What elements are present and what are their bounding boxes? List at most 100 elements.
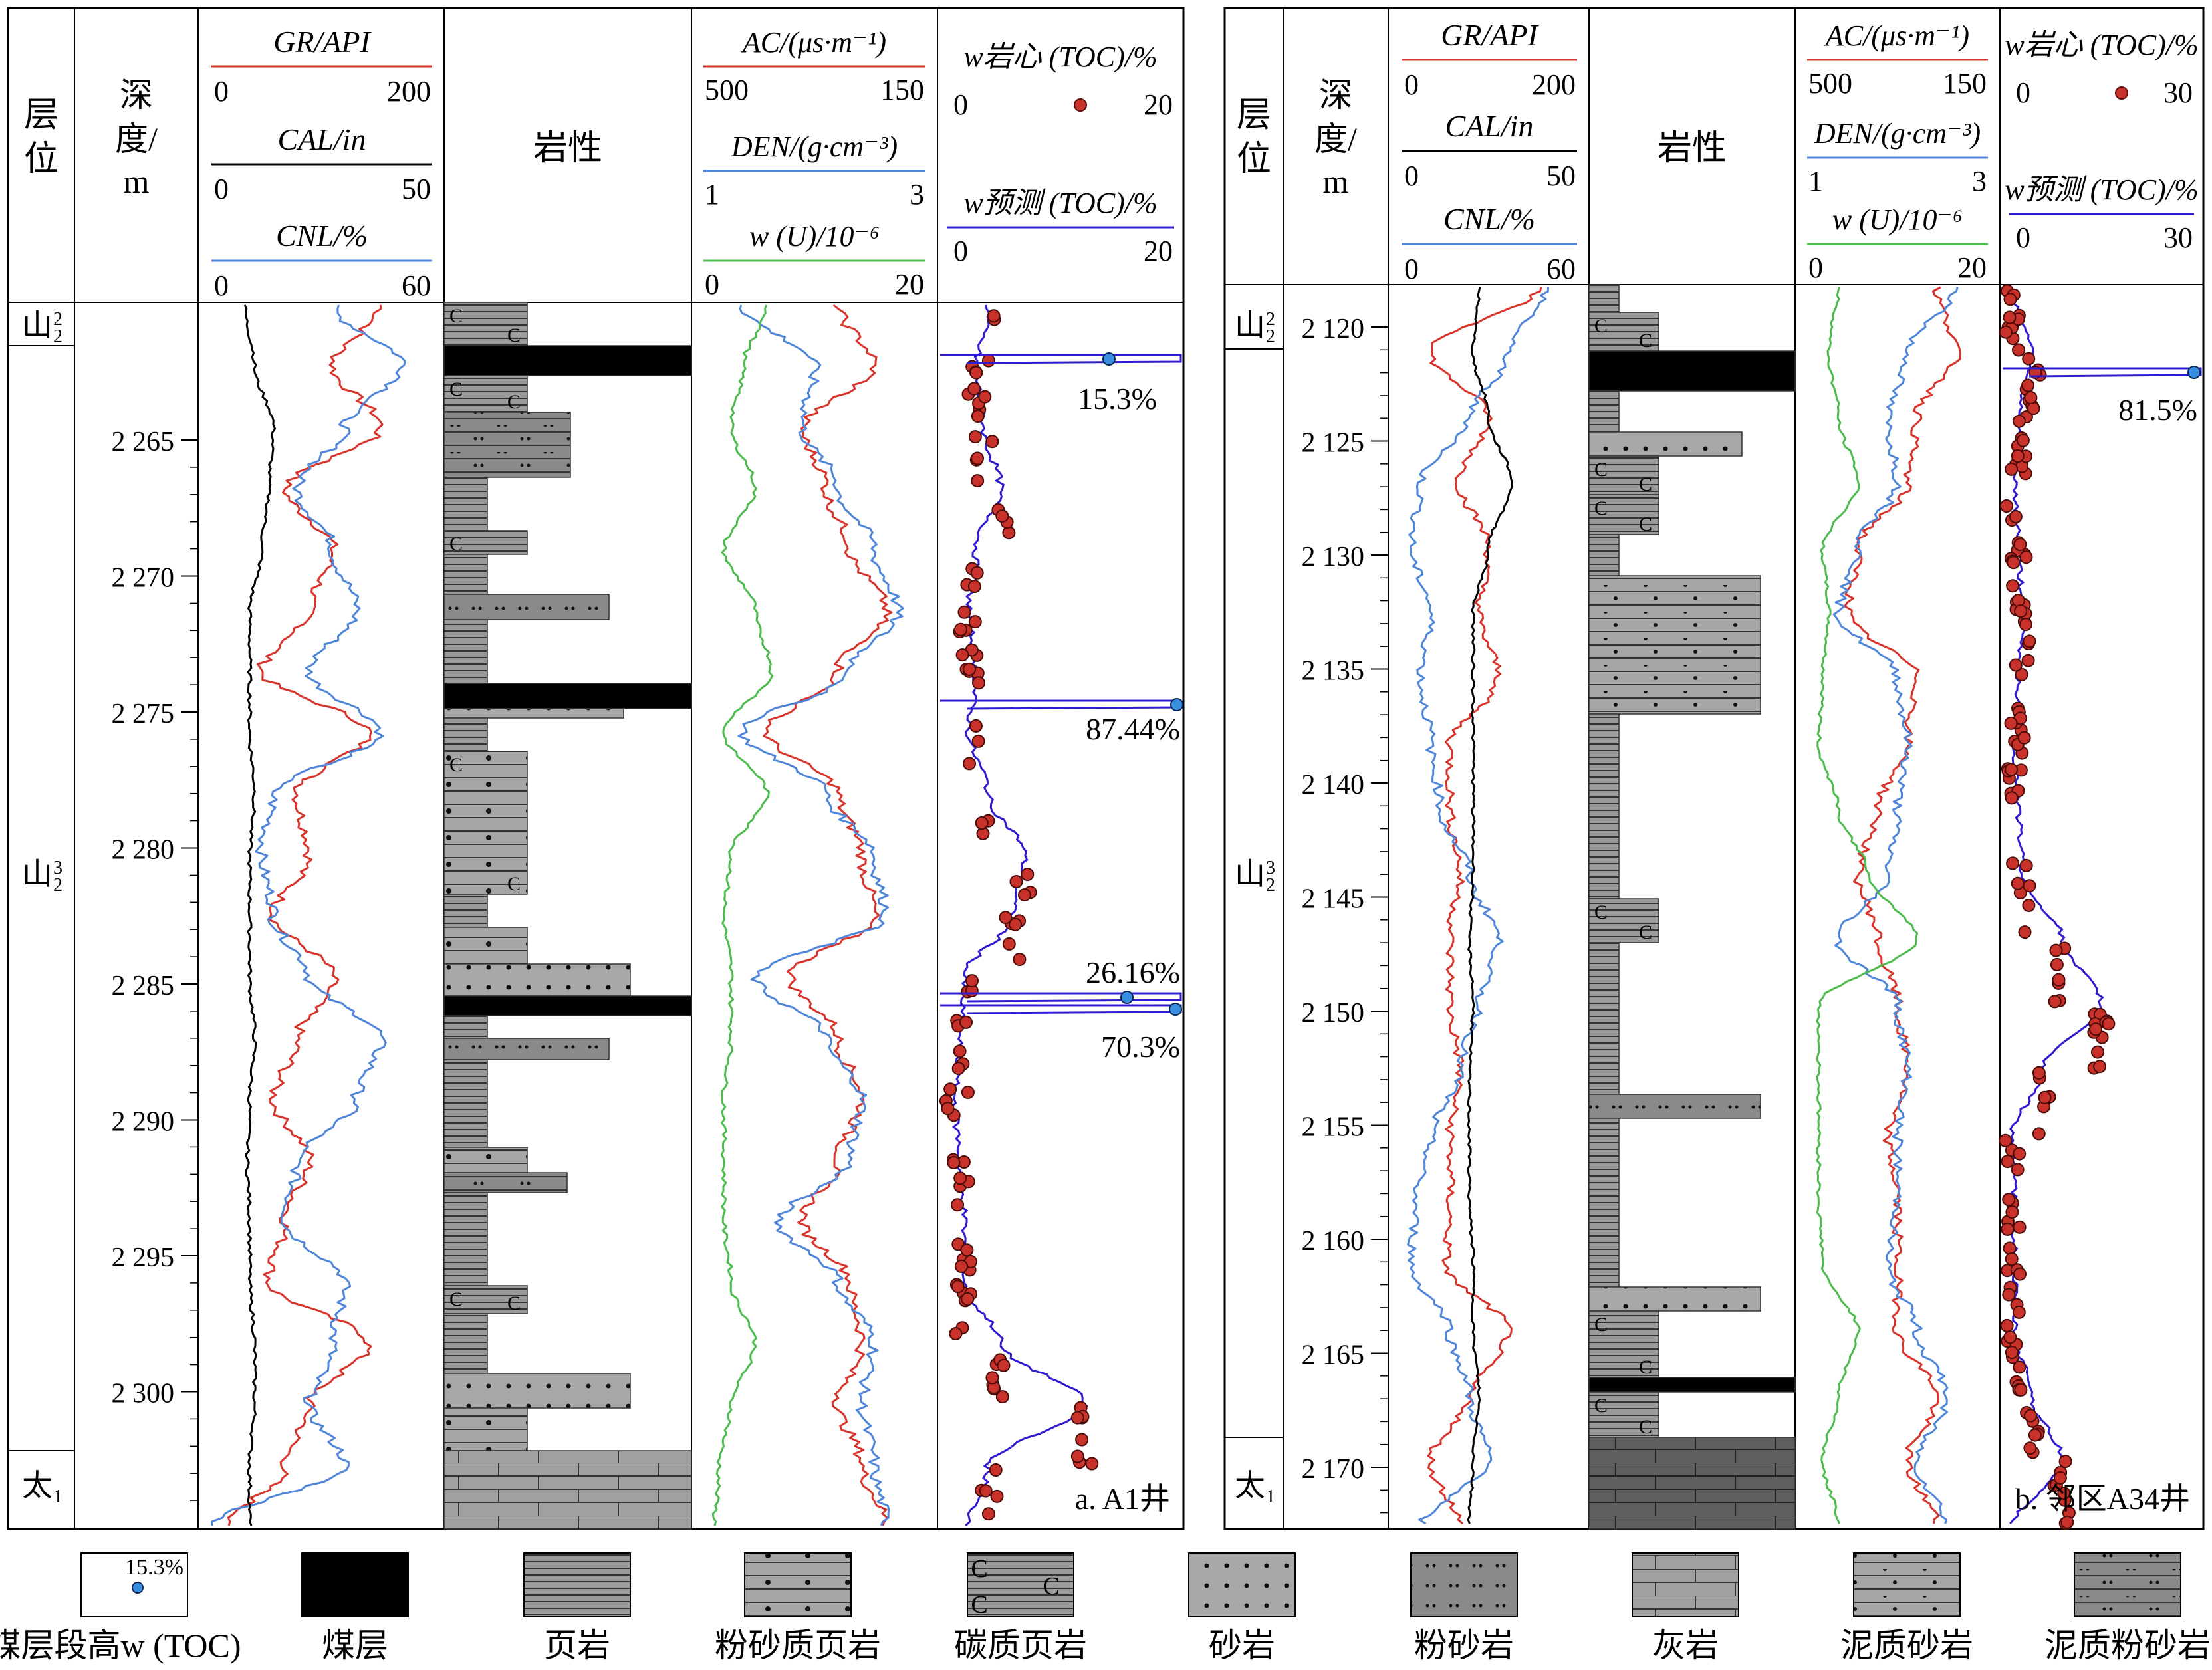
lithology-bed — [1588, 942, 1620, 1095]
legend-label: 煤层段高w (TOC) — [0, 1627, 241, 1664]
toc-core-point — [981, 354, 995, 368]
cal-scale-min: 0 — [1404, 160, 1419, 192]
depth-tick-label: 2 160 — [1302, 1226, 1365, 1256]
toc-core-point — [1070, 1449, 1084, 1463]
toc-core-point — [969, 366, 983, 380]
toc-core-point — [2013, 538, 2027, 552]
lithology-bed — [443, 963, 631, 997]
coal-toc-point — [1102, 352, 1116, 366]
lithology-bed — [443, 1059, 488, 1148]
depth-tick-label: 2 125 — [1302, 428, 1365, 459]
carbon-symbol: C — [449, 1288, 463, 1310]
legend-sample-label: 15.3% — [125, 1555, 184, 1580]
lithology-bed — [1588, 312, 1659, 352]
u-curve — [1816, 287, 1919, 1524]
cal-curve — [243, 304, 277, 1526]
toc-core-point — [955, 648, 969, 662]
carbon-symbol: C — [507, 324, 521, 346]
toc-core-point — [2058, 1455, 2072, 1469]
lithology-bed — [1588, 350, 1796, 392]
toc-core-point — [2003, 1241, 2017, 1255]
toc-core-point — [2014, 1383, 2028, 1397]
toc-core-point — [968, 615, 982, 629]
toc-pred-curve — [2009, 286, 2104, 1524]
cnl-scale-max: 60 — [1546, 253, 1576, 285]
lithology-bed — [1588, 455, 1659, 495]
gr-curve — [1427, 287, 1542, 1525]
lithology-bed — [443, 1172, 568, 1193]
depth-tick-label: 2 265 — [112, 427, 175, 457]
carbon-symbol: C — [507, 873, 521, 895]
ac-scale-min: 500 — [705, 74, 749, 106]
lithology-bed — [1588, 534, 1620, 576]
toc-core-point — [2038, 1090, 2052, 1104]
legend-swatch — [301, 1552, 409, 1617]
layer-label-tai1: 太 — [1235, 1469, 1265, 1502]
panel-label: b. 邻区A34井 — [2015, 1482, 2190, 1516]
layer-header: 层 — [24, 96, 59, 134]
toc-core-point — [2012, 1305, 2026, 1319]
toc-core-point — [1002, 526, 1016, 540]
toc-core-point — [2013, 1220, 2027, 1234]
toc-core-point — [2057, 1487, 2071, 1500]
carbon-symbol: C — [1639, 1416, 1652, 1438]
den-title: DEN/(g·cm⁻³) — [731, 130, 898, 163]
lithology-bed — [443, 708, 624, 719]
layer-sup: 2 — [53, 309, 62, 330]
toc-core-point — [2009, 658, 2023, 672]
toc-core-point — [2005, 1205, 2019, 1219]
lithology-bed — [1588, 1377, 1796, 1393]
toc-core-point — [1009, 875, 1023, 888]
toc-core-point — [2005, 791, 2019, 805]
toc-core-point — [995, 1390, 1009, 1404]
lithology-bed — [443, 1038, 610, 1060]
legend-swatch — [1853, 1552, 1961, 1617]
toc-pred-max: 30 — [2163, 221, 2193, 254]
toc-core-point — [970, 566, 984, 580]
toc-core-point — [2016, 433, 2030, 447]
toc-core-point — [2012, 414, 2026, 428]
toc-core-point — [969, 719, 983, 733]
depth-tick-label: 2 130 — [1302, 542, 1365, 572]
toc-core-point — [2001, 1222, 2015, 1236]
toc-core-point — [2102, 1017, 2116, 1031]
lithology-header: 岩性 — [1658, 130, 1727, 168]
toc-core-point — [2023, 879, 2036, 893]
carbon-symbol: C — [1639, 513, 1652, 535]
cal-title: CAL/in — [1445, 109, 1534, 143]
carbon-symbol: C — [1594, 497, 1608, 519]
gr-title: GR/API — [1441, 18, 1539, 52]
den-curve — [1832, 287, 1959, 1524]
panel-label: a. A1井 — [1075, 1482, 1170, 1516]
toc-core-point — [951, 1198, 965, 1212]
toc-core-point — [2022, 899, 2036, 912]
legend-swatch — [1188, 1552, 1296, 1617]
lithology-bed — [443, 554, 488, 595]
toc-core-point — [1021, 868, 1035, 882]
toc-core-point — [2019, 550, 2033, 564]
depth-header: m — [1323, 163, 1349, 200]
lithology-bed — [443, 683, 692, 709]
toc-core-point — [2000, 1318, 2014, 1332]
legend-swatch — [2074, 1552, 2181, 1617]
lithology-bed — [443, 1015, 488, 1039]
layer-label-shan23: 山 — [22, 857, 53, 891]
ac-title: AC/(μs·m⁻¹) — [1824, 19, 1969, 52]
toc-core-point — [2011, 594, 2025, 607]
toc-core-point — [999, 911, 1013, 925]
toc-core-point — [2021, 654, 2035, 667]
toc-core-point — [990, 1489, 1004, 1503]
toc-core-point — [957, 605, 971, 619]
depth-header: 深 — [1319, 76, 1352, 114]
coal-toc-annotation: 70.3% — [1101, 1030, 1180, 1064]
legend-swatch — [1632, 1552, 1739, 1617]
toc-core-point — [967, 580, 981, 594]
lithology-bed — [1588, 1286, 1761, 1312]
toc-pred-min: 0 — [953, 235, 968, 267]
toc-coal-spike — [940, 1004, 1182, 1014]
lithology-bed — [443, 717, 488, 752]
toc-core-point — [2006, 856, 2020, 870]
carbon-symbol: C — [507, 391, 521, 413]
